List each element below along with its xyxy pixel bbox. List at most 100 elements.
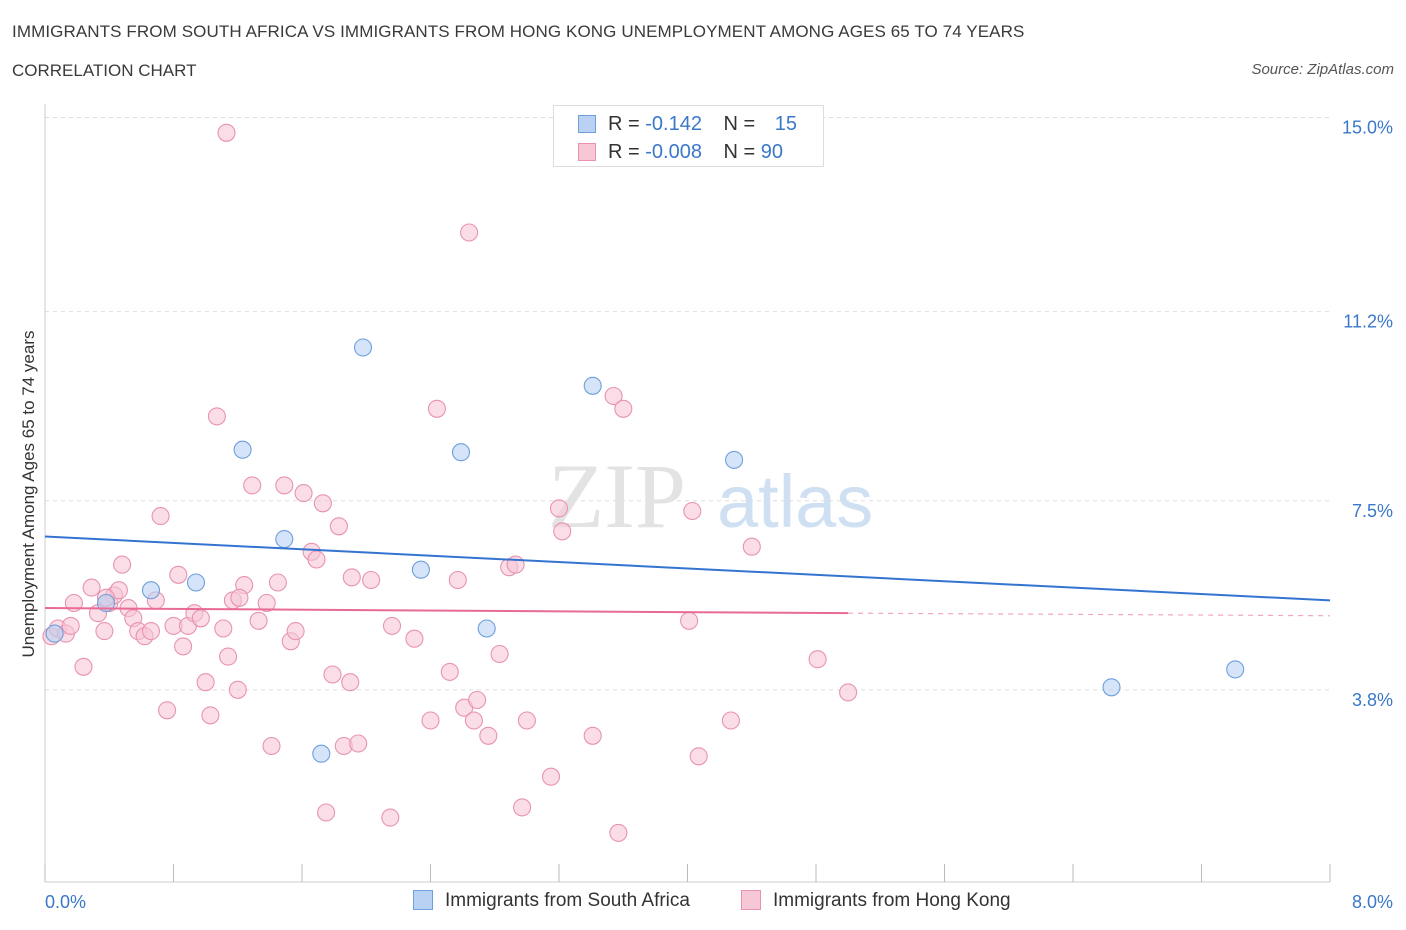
- legend-r-value: -0.008: [645, 141, 702, 163]
- hong-kong-point-78: [614, 399, 633, 418]
- hong-kong-point-40: [275, 476, 294, 495]
- legend-r-label: R =: [608, 113, 646, 135]
- hong-kong-point-26: [191, 609, 210, 628]
- hong-kong-point-47: [317, 803, 336, 822]
- hong-kong-point-71: [517, 711, 536, 730]
- hong-kong-point-58: [421, 711, 440, 730]
- chart-title: IMMIGRANTS FROM SOUTH AFRICA VS IMMIGRAN…: [12, 22, 1025, 41]
- hong-kong-point-22: [169, 565, 188, 584]
- watermark-atlas: atlas: [717, 460, 873, 543]
- hong-kong-point-77: [609, 823, 628, 842]
- legend-row-south-africa: R = -0.142 N = 15: [578, 113, 797, 135]
- south-africa-point-9: [451, 443, 471, 462]
- south-africa-point-0: [45, 624, 64, 643]
- hong-kong-point-6: [82, 578, 101, 597]
- legend-r-value: -0.142: [645, 113, 702, 135]
- watermark: ZIP atlas: [548, 445, 873, 547]
- hong-kong-point-66: [479, 726, 498, 745]
- hong-kong-point-3: [61, 616, 80, 635]
- hong-kong-point-57: [405, 629, 424, 648]
- hong-kong-trend-extension: [848, 612, 1331, 617]
- hong-kong-point-39: [268, 573, 287, 592]
- hong-kong-point-60: [440, 662, 459, 681]
- south-africa-point-7: [353, 338, 373, 357]
- hong-kong-point-55: [381, 808, 400, 827]
- hong-kong-point-35: [243, 476, 262, 495]
- hong-kong-point-89: [230, 588, 249, 607]
- hong-kong-points: [42, 116, 858, 842]
- hong-kong-point-27: [196, 673, 215, 692]
- south-africa-point-11: [583, 376, 602, 395]
- hong-kong-point-51: [341, 673, 360, 692]
- hong-kong-point-80: [680, 611, 699, 630]
- stats-legend: R = -0.142 N = 15 R = -0.008 N = 90: [553, 105, 824, 167]
- hong-kong-point-36: [249, 611, 268, 630]
- south-africa-points: [45, 338, 1245, 763]
- legend-n-value: 15: [774, 113, 798, 135]
- y-tick-label-0: 3.8%: [1352, 690, 1393, 710]
- y-tick-label-3: 15.0%: [1342, 118, 1393, 138]
- x-tick-label-min: 0.0%: [45, 892, 86, 912]
- hong-kong-point-87: [217, 123, 236, 142]
- trend-lines: [44, 535, 1331, 617]
- hong-kong-point-46: [313, 494, 332, 513]
- south-africa-point-14: [1226, 660, 1245, 679]
- legend-label-hong-kong: Immigrants from Hong Kong: [773, 890, 1011, 911]
- hong-kong-point-83: [721, 711, 740, 730]
- south-africa-point-5: [275, 530, 294, 549]
- south-africa-point-3: [186, 573, 206, 592]
- hong-kong-point-31: [219, 647, 238, 666]
- legend-r-label: R =: [608, 141, 646, 163]
- south-africa-point-10: [477, 619, 496, 638]
- hong-kong-point-56: [382, 616, 402, 635]
- hong-kong-point-42: [286, 622, 305, 641]
- hong-kong-point-52: [349, 734, 368, 753]
- hong-kong-point-30: [214, 619, 233, 638]
- south-africa-point-12: [725, 450, 744, 469]
- legend-n-value: 90: [760, 141, 784, 163]
- hong-kong-point-53: [342, 568, 361, 587]
- hong-kong-point-76: [604, 386, 623, 406]
- legend-label-south-africa: Immigrants from South Africa: [445, 890, 690, 911]
- hong-kong-point-29: [207, 407, 226, 426]
- hong-kong-point-59: [427, 399, 446, 418]
- hong-kong-point-73: [549, 499, 569, 518]
- hong-kong-point-45: [307, 550, 326, 569]
- hong-kong-point-67: [490, 644, 509, 664]
- hong-kong-point-63: [460, 223, 479, 242]
- axes: [44, 104, 1331, 883]
- hong-kong-point-61: [448, 570, 467, 590]
- hong-kong-point-74: [553, 522, 572, 541]
- legend-swatch-pink: [578, 143, 596, 161]
- x-tick-label-max: 8.0%: [1352, 892, 1393, 912]
- hong-kong-point-81: [683, 501, 702, 521]
- hong-kong-point-49: [329, 517, 348, 536]
- chart-subtitle: CORRELATION CHART: [12, 61, 197, 80]
- legend-n-label: N =: [723, 113, 761, 135]
- south-africa-point-1: [96, 593, 116, 613]
- hong-kong-point-84: [742, 537, 761, 556]
- hong-kong-point-48: [323, 665, 342, 684]
- legend-row-hong-kong: R = -0.008 N = 90: [578, 141, 783, 163]
- legend-item-south-africa: Immigrants from South Africa: [413, 890, 690, 912]
- south-africa-point-2: [141, 581, 161, 600]
- hong-kong-point-65: [468, 690, 487, 710]
- legend-swatch-pink: [741, 890, 761, 910]
- y-tick-label-2: 11.2%: [1343, 312, 1393, 332]
- hong-kong-point-20: [158, 701, 177, 720]
- hong-kong-point-23: [174, 637, 193, 656]
- south-africa-trend-line: [44, 535, 1331, 602]
- y-axis-title: Unemployment Among Ages 65 to 74 years: [19, 331, 38, 658]
- hong-kong-point-72: [541, 767, 561, 786]
- hong-kong-point-38: [262, 736, 281, 756]
- hong-kong-trend-line: [44, 607, 849, 615]
- y-tick-label-1: 7.5%: [1352, 501, 1393, 521]
- hong-kong-point-12: [113, 555, 132, 574]
- hong-kong-point-43: [294, 484, 313, 503]
- south-africa-point-13: [1102, 678, 1121, 697]
- axis-labels: 3.8% 7.5% 11.2% 15.0% 0.0% 8.0% Unemployment A…: [19, 118, 1393, 913]
- south-africa-point-6: [312, 744, 331, 763]
- hong-kong-point-33: [228, 680, 247, 699]
- hong-kong-point-8: [95, 622, 114, 641]
